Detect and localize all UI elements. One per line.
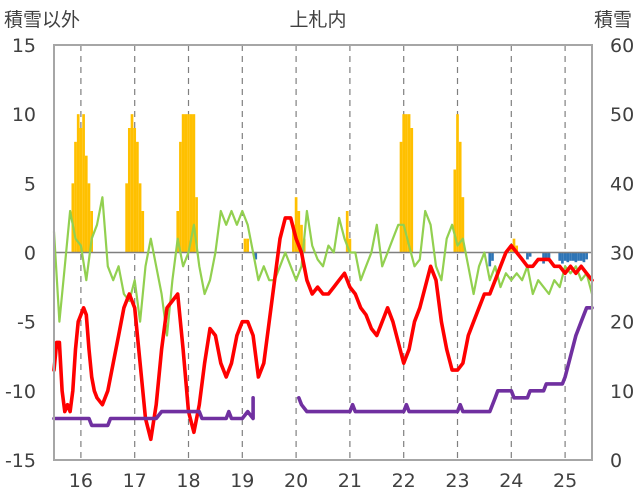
- x-tick-label: 19: [230, 470, 254, 492]
- bar-mark: [348, 238, 352, 253]
- bar-mark: [563, 252, 567, 261]
- bar-mark: [74, 141, 77, 253]
- bar-series: [71, 114, 588, 267]
- right-tick-labels: 60 50 40 30 20 10 0: [610, 35, 634, 472]
- bar-mark: [458, 141, 462, 253]
- bar-mark: [509, 245, 513, 253]
- plot-frame: [53, 44, 593, 461]
- x-tick-label: 18: [176, 470, 200, 492]
- bar-mark: [410, 128, 414, 253]
- bar-mark: [547, 252, 551, 259]
- bar-mark: [407, 114, 411, 253]
- bar-mark: [399, 141, 403, 253]
- bar-mark: [491, 252, 494, 261]
- bar-mark: [141, 211, 145, 253]
- bar-mark: [488, 252, 492, 267]
- left-tick-label: -10: [5, 381, 36, 403]
- bar-mark: [195, 197, 198, 253]
- right-tick-label: 40: [610, 173, 634, 195]
- x-tick-label: 16: [69, 470, 93, 492]
- bar-mark: [405, 114, 408, 253]
- bar-mark: [577, 252, 580, 261]
- bar-mark: [192, 114, 196, 253]
- series-line-4: [52, 306, 594, 428]
- chart-title: 上札内: [289, 9, 346, 31]
- right-tick-label: 20: [610, 312, 634, 334]
- bar-mark: [528, 252, 532, 257]
- bar-mark: [127, 128, 131, 253]
- bar-mark: [515, 245, 519, 253]
- bar-mark: [345, 211, 349, 253]
- left-tick-label: 15: [12, 35, 36, 57]
- bar-mark: [243, 238, 247, 253]
- bar-mark: [292, 224, 295, 253]
- bar-mark: [136, 141, 139, 253]
- bar-mark: [82, 114, 85, 253]
- bar-mark: [76, 114, 80, 253]
- bar-mark: [130, 114, 134, 253]
- bar-mark: [574, 252, 578, 263]
- bar-mark: [558, 252, 562, 261]
- bar-mark: [254, 252, 258, 260]
- bar-mark: [456, 114, 459, 253]
- bar-mark: [585, 252, 588, 260]
- right-tick-label: 10: [610, 381, 634, 403]
- x-tick-label: 22: [392, 470, 416, 492]
- bar-mark: [133, 128, 137, 253]
- bar-mark: [582, 252, 586, 263]
- bar-mark: [71, 183, 75, 253]
- left-tick-label: -15: [5, 450, 36, 472]
- left-tick-label: 0: [24, 243, 36, 265]
- bar-mark: [566, 252, 570, 263]
- right-tick-label: 60: [610, 35, 634, 57]
- bar-mark: [544, 252, 548, 260]
- bar-mark: [138, 183, 142, 253]
- bar-mark: [246, 238, 250, 253]
- x-tick-labels: 16 17 18 19 20 21 22 23 24 25: [69, 470, 577, 492]
- line-series: [52, 196, 594, 442]
- bar-mark: [79, 128, 83, 253]
- bar-mark: [90, 211, 94, 253]
- bar-mark: [300, 224, 303, 253]
- x-tick-label: 21: [338, 470, 362, 492]
- bar-mark: [579, 252, 583, 261]
- bar-mark: [184, 114, 188, 253]
- right-tick-label: 30: [610, 243, 634, 265]
- x-tick-label: 17: [123, 470, 147, 492]
- bar-mark: [294, 197, 298, 253]
- bar-mark: [297, 211, 301, 253]
- bar-mark: [453, 169, 457, 253]
- bar-mark: [125, 183, 128, 253]
- bar-mark: [176, 211, 180, 253]
- x-tick-label: 23: [445, 470, 469, 492]
- x-tick-label: 24: [499, 470, 523, 492]
- bar-mark: [402, 114, 406, 253]
- x-tick-label: 25: [553, 470, 577, 492]
- left-tick-label: 5: [24, 173, 36, 195]
- series-line-2: [52, 196, 594, 337]
- right-tick-label: 0: [610, 450, 622, 472]
- bar-mark: [187, 114, 190, 253]
- left-tick-label: -5: [17, 312, 36, 334]
- bar-mark: [569, 252, 572, 261]
- x-tick-label: 20: [284, 470, 308, 492]
- bar-mark: [526, 252, 529, 260]
- left-tick-label: 10: [12, 104, 36, 126]
- bar-mark: [512, 238, 516, 253]
- bar-mark: [189, 114, 193, 253]
- bar-mark: [84, 155, 88, 253]
- left-tick-labels: 15 10 5 0 -5 -10 -15: [5, 35, 36, 472]
- right-tick-label: 50: [610, 104, 634, 126]
- bar-mark: [461, 197, 465, 253]
- bar-mark: [181, 114, 185, 253]
- right-axis-title: 積雪: [594, 9, 632, 31]
- bar-mark: [561, 252, 564, 264]
- bar-mark: [571, 252, 575, 261]
- series-line-3: [52, 216, 594, 442]
- left-axis-title: 積雪以外: [4, 9, 80, 31]
- bar-mark: [87, 183, 91, 253]
- bar-mark: [179, 141, 182, 253]
